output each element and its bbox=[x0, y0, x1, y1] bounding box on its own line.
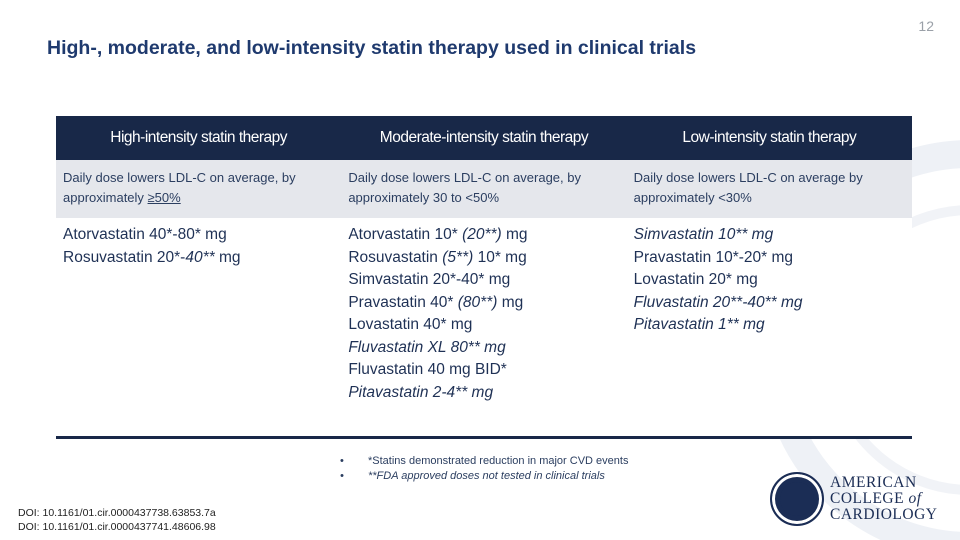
dose-text: Pitavastatin 1** mg bbox=[633, 316, 765, 333]
dose-text: Pravastatin 40* bbox=[348, 293, 458, 311]
drug-dose-item: Fluvastatin 40 mg BID* bbox=[348, 359, 619, 382]
drugs-high: Atorvastatin 40*-80* mg Rosuvastatin 20*-… bbox=[56, 218, 342, 439]
dose-text: Lovastatin 20* mg bbox=[633, 271, 758, 288]
drug-dose-item: Pitavastatin 1** mg bbox=[634, 314, 905, 337]
dose-text: Fluvastatin 40 mg BID* bbox=[348, 361, 507, 378]
description-row: Daily dose lowers LDL-C on average, by a… bbox=[56, 160, 912, 218]
table-header-row: High-intensity statin therapy Moderate-i… bbox=[56, 116, 912, 160]
dose-text: Pitavastatin 2-4** mg bbox=[348, 383, 494, 401]
logo-line: COLLEGE of bbox=[830, 491, 937, 507]
dose-text: Simvastatin 10** mg bbox=[633, 226, 774, 243]
drug-dose-item: Fluvastatin 20**-40** mg bbox=[634, 292, 905, 315]
logo-line: AMERICAN bbox=[830, 474, 917, 491]
drugs-row: Atorvastatin 40*-80* mg Rosuvastatin 20*-… bbox=[56, 218, 912, 439]
drug-dose-item: Rosuvastatin (5**) 10* mg bbox=[348, 247, 619, 270]
footnote: **FDA approved doses not tested in clini… bbox=[340, 469, 628, 484]
doi: DOI: 10.1161/01.cir.0000437741.48606.98 bbox=[18, 521, 216, 533]
dose-text: (20**) bbox=[462, 226, 502, 243]
dose-text: 40** bbox=[185, 248, 215, 266]
logo-word: COLLEGE bbox=[830, 490, 905, 507]
drug-dose-item: Pitavastatin 2-4** mg bbox=[348, 382, 619, 405]
header-moderate: Moderate-intensity statin therapy bbox=[341, 116, 627, 160]
dose-text: Rosuvastatin 20*- bbox=[63, 248, 186, 266]
dose-text: Atorvastatin 40*-80* mg bbox=[63, 226, 227, 243]
dose-text: mg bbox=[501, 226, 528, 243]
dose-text: Fluvastatin XL 80** mg bbox=[348, 338, 506, 356]
drug-dose-item: Lovastatin 40* mg bbox=[348, 314, 619, 337]
drug-dose-item: Pravastatin 10*-20* mg bbox=[634, 247, 905, 270]
logo-word: of bbox=[908, 490, 922, 507]
dose-text: Fluvastatin 20**-40** mg bbox=[633, 293, 803, 311]
desc-threshold: ≥50% bbox=[147, 190, 181, 205]
desc-moderate: Daily dose lowers LDL-C on average, by a… bbox=[341, 160, 627, 218]
doi: DOI: 10.1161/01.cir.0000437738.63853.7a bbox=[18, 507, 216, 519]
drug-dose-item: Simvastatin 20*-40* mg bbox=[348, 269, 619, 292]
dose-text: mg bbox=[214, 248, 241, 266]
footnote: *Statins demonstrated reduction in major… bbox=[340, 454, 628, 469]
desc-text: Daily dose lowers LDL-C on average, by a… bbox=[63, 170, 296, 205]
logo-text: AMERICAN COLLEGE of CARDIOLOGY bbox=[830, 475, 937, 523]
dose-text: mg bbox=[497, 293, 524, 311]
footnotes: *Statins demonstrated reduction in major… bbox=[340, 454, 628, 484]
drugs-low: Simvastatin 10** mg Pravastatin 10*-20* m… bbox=[626, 218, 912, 439]
dose-text: Atorvastatin 10* bbox=[348, 226, 463, 243]
statin-table: High-intensity statin therapy Moderate-i… bbox=[56, 116, 912, 439]
dose-text: Rosuvastatin bbox=[348, 248, 443, 266]
drug-dose-item: Rosuvastatin 20*-40** mg bbox=[63, 247, 334, 270]
acc-logo: AMERICAN COLLEGE of CARDIOLOGY bbox=[770, 472, 937, 526]
drug-dose-item: Atorvastatin 10* (20**) mg bbox=[348, 224, 619, 247]
header-high: High-intensity statin therapy bbox=[56, 116, 342, 160]
header-low: Low-intensity statin therapy bbox=[626, 116, 912, 160]
slide-title: High-, moderate, and low-intensity stati… bbox=[47, 37, 697, 59]
drug-dose-item: Simvastatin 10** mg bbox=[634, 224, 905, 247]
desc-text: Daily dose lowers LDL-C on average, by a… bbox=[348, 170, 581, 205]
dose-text: (80**) bbox=[457, 293, 498, 311]
dose-text: (5**) bbox=[442, 248, 474, 266]
drugs-moderate: Atorvastatin 10* (20**) mg Rosuvastatin (… bbox=[341, 218, 627, 439]
acc-seal-icon bbox=[770, 472, 824, 526]
drug-dose-item: Lovastatin 20* mg bbox=[634, 269, 905, 292]
doi-references: DOI: 10.1161/01.cir.0000437738.63853.7a … bbox=[18, 506, 216, 534]
dose-text: Lovastatin 40* mg bbox=[348, 316, 473, 333]
desc-text: Daily dose lowers LDL-C on average by ap… bbox=[633, 170, 863, 205]
desc-low: Daily dose lowers LDL-C on average by ap… bbox=[626, 160, 912, 218]
dose-text: Simvastatin 20*-40* mg bbox=[348, 271, 511, 288]
dose-text: Pravastatin 10*-20* mg bbox=[633, 248, 794, 266]
drug-dose-item: Pravastatin 40* (80**) mg bbox=[348, 292, 619, 315]
logo-line: CARDIOLOGY bbox=[830, 506, 938, 523]
desc-high: Daily dose lowers LDL-C on average, by a… bbox=[56, 160, 342, 218]
drug-dose-item: Atorvastatin 40*-80* mg bbox=[63, 224, 334, 247]
dose-text: 10* mg bbox=[473, 248, 527, 266]
page-number: 12 bbox=[918, 18, 934, 34]
drug-dose-item: Fluvastatin XL 80** mg bbox=[348, 337, 619, 360]
